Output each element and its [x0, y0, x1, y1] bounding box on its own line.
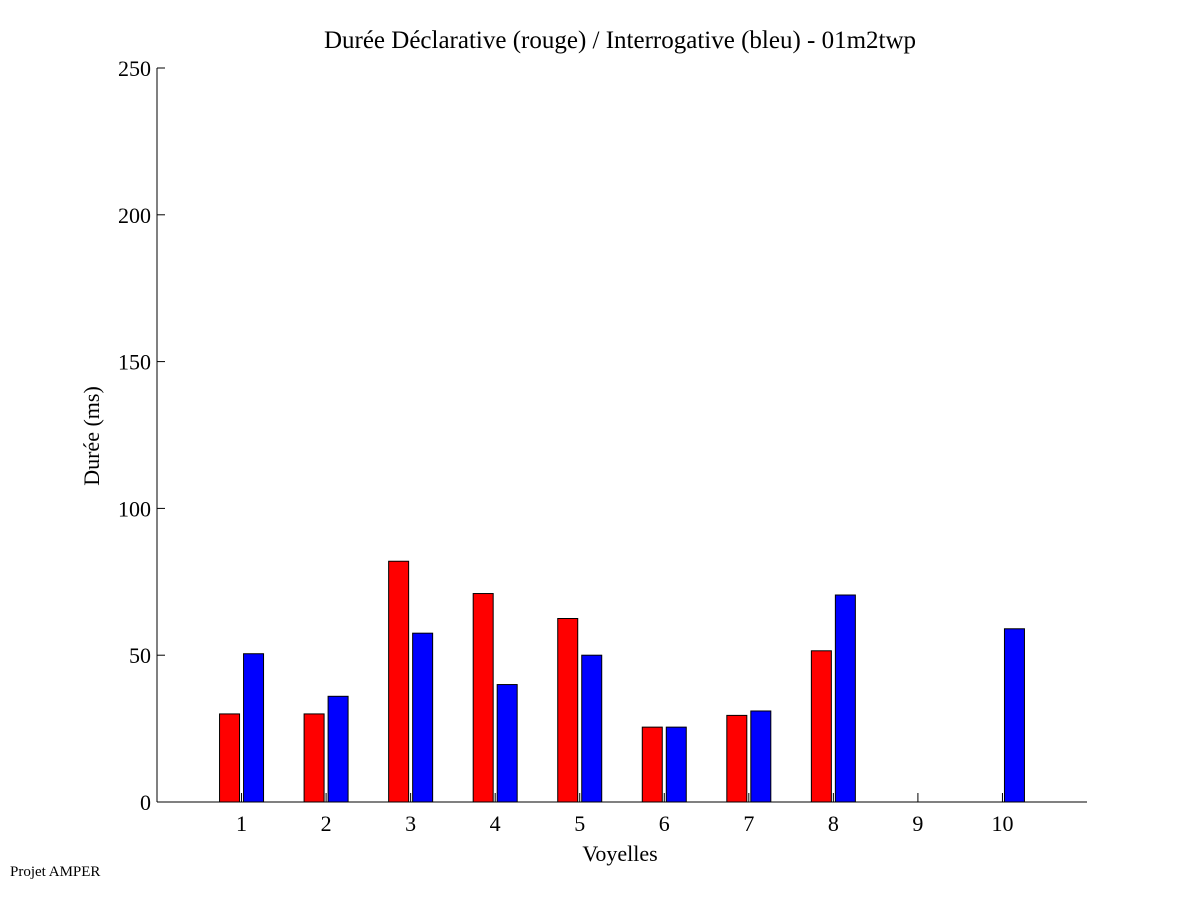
- y-tick-label: 200: [118, 203, 151, 228]
- bar-interrogative-2: [327, 695, 349, 803]
- bar-interrogative-6: [665, 726, 687, 803]
- bar-interrogative-10: [1003, 628, 1025, 803]
- x-tick-label: 4: [490, 811, 501, 836]
- bar-interrogative-5: [581, 654, 603, 803]
- chart-title: Durée Déclarative (rouge) / Interrogativ…: [324, 27, 916, 54]
- y-tick-label: 100: [118, 496, 151, 521]
- bar-declarative-3: [388, 560, 410, 803]
- x-tick-label: 8: [828, 811, 839, 836]
- axes-group: [156, 68, 1087, 803]
- x-tick-label: 10: [991, 811, 1013, 836]
- x-axis-label: Voyelles: [582, 841, 657, 866]
- y-tick-label: 250: [118, 56, 151, 81]
- x-tick-label: 1: [236, 811, 247, 836]
- bar-interrogative-8: [834, 594, 856, 803]
- y-tick-label: 50: [129, 643, 151, 668]
- x-tick-label: 7: [743, 811, 754, 836]
- bar-declarative-1: [219, 713, 241, 803]
- x-tick-label: 3: [405, 811, 416, 836]
- y-tick-label: 150: [118, 350, 151, 375]
- bar-declarative-6: [641, 726, 663, 803]
- bar-interrogative-4: [496, 684, 518, 803]
- x-tick-label: 9: [912, 811, 923, 836]
- bar-interrogative-3: [412, 632, 434, 803]
- bars-group: [219, 560, 1025, 803]
- y-tick-label: 0: [140, 790, 151, 815]
- x-tick-label: 6: [659, 811, 670, 836]
- bar-interrogative-7: [750, 710, 772, 803]
- bar-declarative-2: [303, 713, 325, 803]
- x-tick-label: 2: [321, 811, 332, 836]
- bar-declarative-8: [810, 650, 832, 803]
- bar-declarative-4: [472, 593, 494, 803]
- x-tick-label: 5: [574, 811, 585, 836]
- bar-interrogative-1: [243, 653, 265, 803]
- bar-declarative-5: [557, 618, 579, 803]
- y-axis-label: Durée (ms): [79, 386, 104, 486]
- bar-declarative-7: [726, 714, 748, 803]
- footer-note: Projet AMPER: [10, 864, 101, 880]
- ticks-group: 0 50 100 150 200 250 1 2 3 4 5 6 7 8 9 10: [118, 56, 1013, 836]
